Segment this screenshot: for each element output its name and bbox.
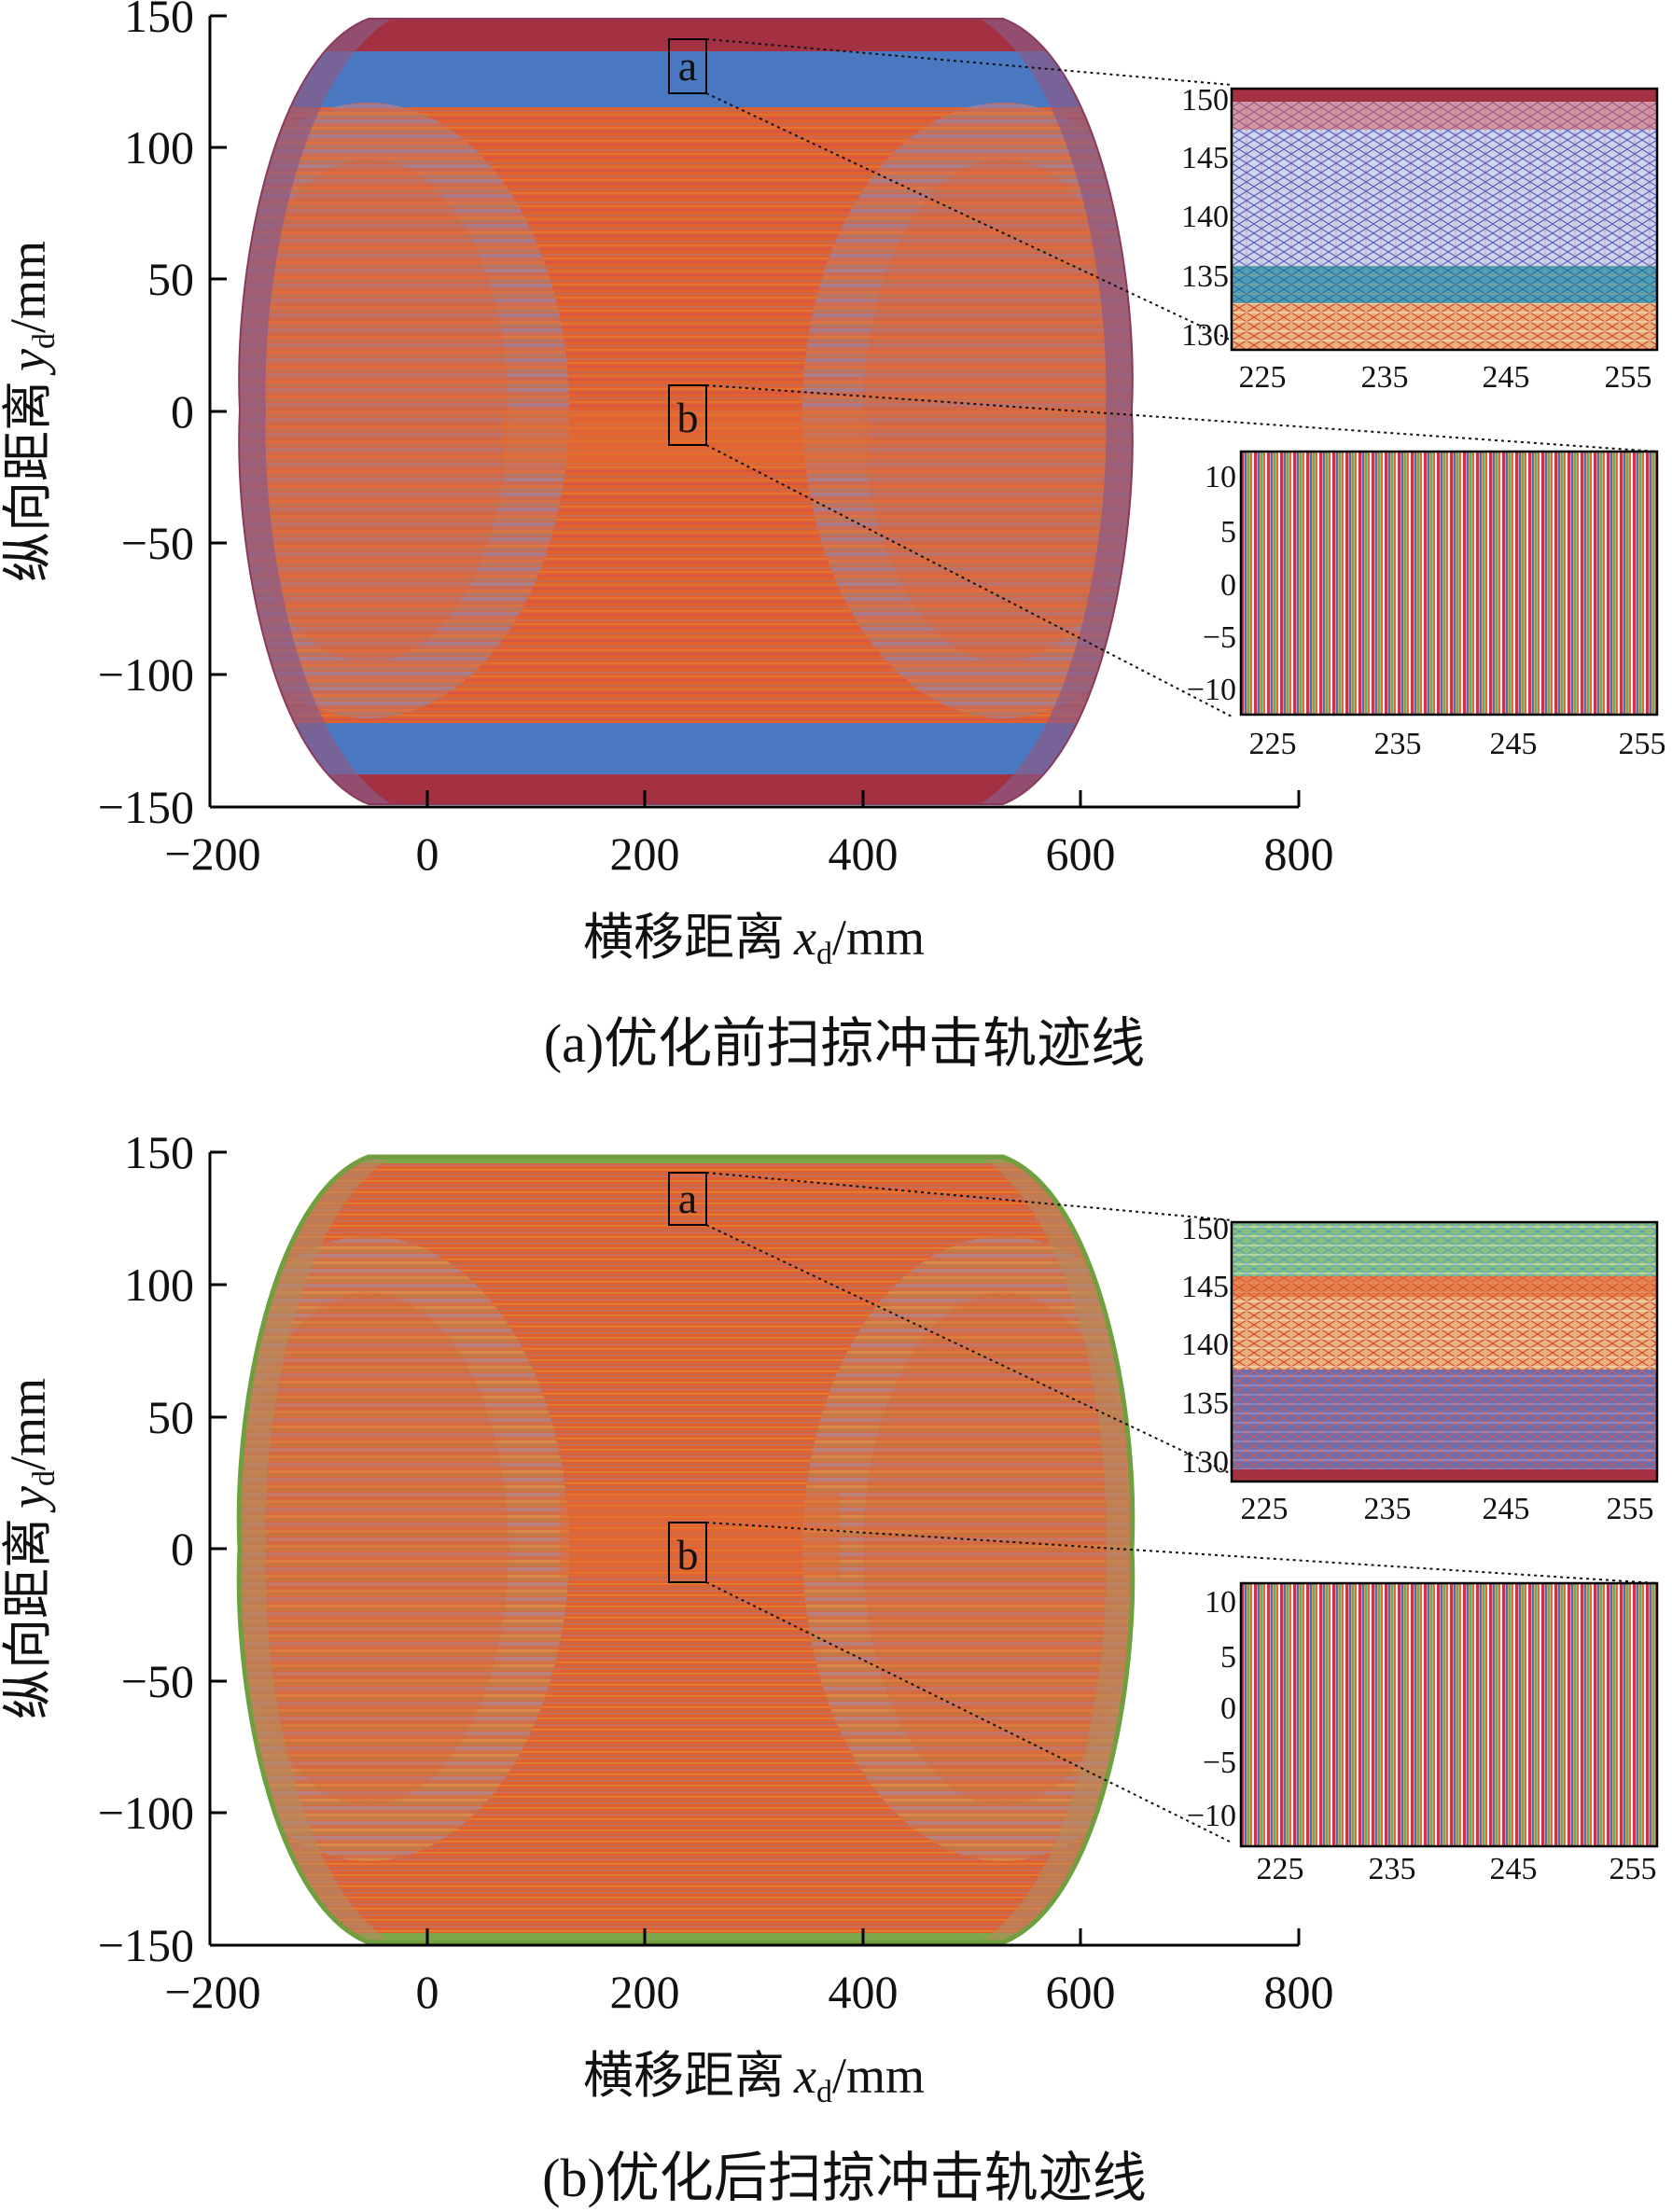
y-tick-label: 0 (171, 1523, 194, 1575)
y-tick-label: 0 (171, 385, 194, 438)
y-tick-label: 150 (124, 0, 194, 42)
x-tick-label: 600 (1046, 828, 1116, 880)
x-tick-labels-b: −200 0 200 400 600 800 (164, 1966, 1333, 2018)
zoom-box-b-a: b (668, 384, 707, 446)
x-tick-label: 400 (829, 828, 899, 880)
inset-x-tick-label: 245 (1483, 360, 1530, 395)
x-tick-label: 200 (610, 1966, 680, 2018)
inset-y-tick-label: 0 (1220, 1691, 1236, 1726)
inset-a-a: 150 145 140 135 130 225 235 245 255 (1181, 83, 1659, 395)
inset-x-tick-label: 235 (1374, 727, 1422, 761)
x-tick-label: −200 (164, 1966, 260, 2018)
zoom-box-a-b: a (668, 1172, 707, 1226)
caption-a: (a)优化前扫掠冲击轨迹线 (544, 1013, 1145, 1074)
y-tick-labels-b: 150 100 50 0 −50 −100 −150 (98, 1126, 194, 1971)
inset-y-tick-label: 5 (1220, 515, 1236, 550)
inset-y-tick-label: 135 (1181, 1386, 1229, 1421)
inset-y-tick-label: 10 (1205, 1585, 1236, 1620)
x-tick-label: 0 (416, 1966, 439, 2018)
leader-lines-b (705, 1172, 1658, 1843)
y-tick-labels-a: 150 100 50 0 −50 −100 −150 (98, 0, 194, 833)
inset-x-tick-label: 225 (1241, 1492, 1289, 1526)
y-tick-label: −150 (98, 1919, 194, 1971)
zoom-label-a: a (678, 42, 697, 90)
inset-x-tick-label: 225 (1239, 360, 1287, 395)
y-tick-label: 50 (147, 1391, 194, 1443)
x-tick-label: 800 (1264, 1966, 1334, 2018)
inset-b-a: 10 5 0 −5 −10 225 235 245 255 (1187, 450, 1666, 761)
y-tick-label: 50 (147, 253, 194, 305)
inset-y-tick-label: 130 (1181, 318, 1229, 353)
zoom-label-a: a (678, 1175, 697, 1222)
leader-lines-a (705, 38, 1658, 717)
inset-y-tick-label: −10 (1187, 1799, 1236, 1833)
inset-y-tick-label: 0 (1220, 568, 1236, 603)
y-axis-label-a: 纵向距离yd/mm (0, 241, 62, 582)
inset-y-tick-label: 150 (1181, 83, 1229, 118)
inset-y-tick-label: 145 (1181, 1270, 1229, 1304)
inset-x-tick-label: 235 (1364, 1492, 1412, 1526)
inset-y-tick-label: −5 (1203, 620, 1236, 655)
inset-y-tick-label: 140 (1181, 200, 1229, 234)
trajectory-region-a (239, 19, 1133, 804)
panel-b: 150 100 50 0 −50 −100 −150 −200 0 200 40… (0, 1126, 1659, 2208)
y-tick-label: 100 (124, 1259, 194, 1311)
y-tick-label: 100 (124, 121, 194, 174)
y-tick-label: −150 (98, 781, 194, 833)
zoom-label-b: b (677, 1531, 699, 1579)
inset-y-tick-label: 135 (1181, 259, 1229, 294)
x-tick-labels-a: −200 0 200 400 600 800 (164, 828, 1333, 880)
caption-b: (b)优化后扫掠冲击轨迹线 (542, 2148, 1147, 2208)
inset-x-tick-label: 245 (1483, 1492, 1530, 1526)
inset-x-tick-label: 255 (1605, 360, 1652, 395)
inset-y-tick-label: 130 (1181, 1445, 1229, 1480)
x-tick-label: 200 (610, 828, 680, 880)
zoom-label-b: b (677, 394, 699, 441)
y-axis-label-b: 纵向距离yd/mm (0, 1378, 62, 1719)
x-tick-label: −200 (164, 828, 260, 880)
inset-x-tick-label: 255 (1609, 1852, 1657, 1886)
inset-x-tick-label: 235 (1361, 360, 1409, 395)
y-tick-label: −50 (121, 517, 194, 569)
inset-x-tick-label: 225 (1249, 727, 1297, 761)
zoom-box-b-b: b (668, 1522, 707, 1583)
inset-x-tick-label: 245 (1490, 1852, 1538, 1886)
trajectory-region-b (239, 1157, 1133, 1942)
x-tick-label: 600 (1046, 1966, 1116, 2018)
inset-b-b: 10 5 0 −5 −10 225 235 245 255 (1187, 1581, 1659, 1886)
y-tick-label: −100 (98, 648, 194, 701)
inset-x-tick-label: 255 (1607, 1492, 1654, 1526)
x-tick-label: 400 (829, 1966, 899, 2018)
inset-y-tick-label: 140 (1181, 1328, 1229, 1362)
inset-x-tick-label: 225 (1257, 1852, 1304, 1886)
inset-x-tick-label: 255 (1619, 727, 1666, 761)
inset-y-tick-label: 5 (1220, 1640, 1236, 1675)
inset-x-tick-label: 235 (1369, 1852, 1416, 1886)
x-axis-label-a: 横移距离 xd/mm (583, 910, 925, 971)
axes-b (208, 1150, 1301, 1947)
y-tick-label: −50 (121, 1655, 194, 1707)
inset-a-b: 150 145 140 135 130 225 235 245 255 (1181, 1212, 1659, 1526)
y-tick-label: 150 (124, 1126, 194, 1178)
inset-y-tick-label: 150 (1181, 1212, 1229, 1246)
inset-y-tick-label: 145 (1181, 141, 1229, 175)
inset-x-tick-label: 245 (1490, 727, 1538, 761)
inset-y-tick-label: −5 (1203, 1746, 1236, 1780)
x-tick-label: 0 (416, 828, 439, 880)
y-tick-label: −100 (98, 1787, 194, 1839)
inset-y-tick-label: −10 (1187, 673, 1236, 707)
inset-y-tick-label: 10 (1205, 460, 1236, 494)
panel-a: 150 100 50 0 −50 −100 −150 −200 0 200 40… (0, 0, 1666, 1074)
axes-a (208, 14, 1301, 809)
zoom-box-a-a: a (668, 38, 707, 94)
x-axis-label-b: 横移距离 xd/mm (583, 2048, 925, 2109)
x-tick-label: 800 (1264, 828, 1334, 880)
